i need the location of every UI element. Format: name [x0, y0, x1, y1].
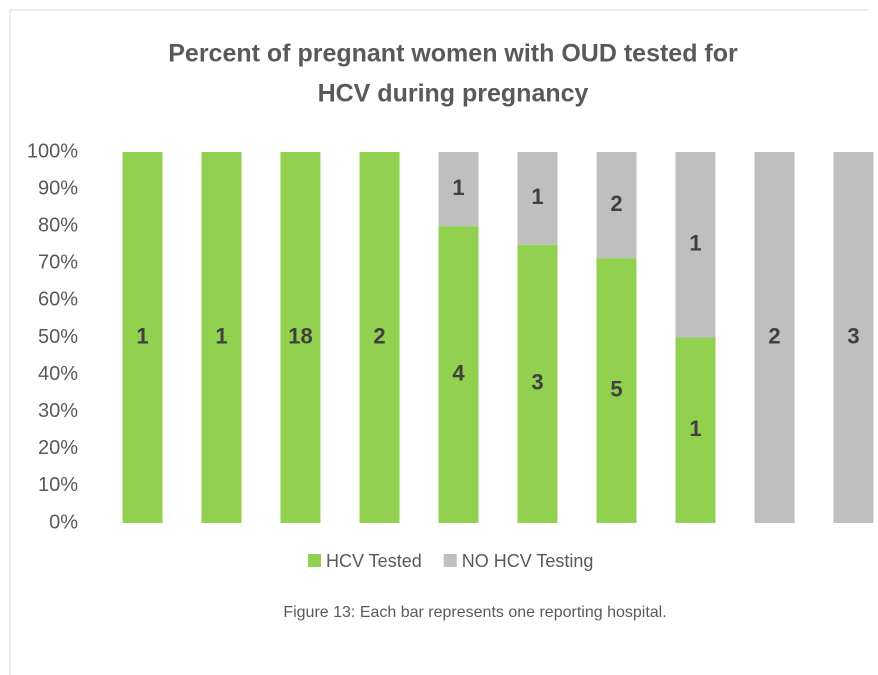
y-tick-label: 50%	[38, 326, 78, 348]
data-label: 2	[610, 191, 622, 216]
bar-segment	[359, 152, 400, 523]
y-tick-label: 90%	[38, 177, 78, 199]
chart-title: Percent of pregnant women with OUD teste…	[168, 40, 738, 68]
data-label: 18	[288, 323, 312, 348]
bar-segment	[596, 152, 637, 259]
bar-segment	[517, 152, 558, 245]
bar-segment	[675, 337, 716, 523]
bar-segment	[596, 258, 637, 523]
data-label: 1	[136, 323, 148, 348]
y-tick-label: 40%	[38, 363, 78, 385]
y-tick-label: 80%	[38, 214, 78, 236]
data-label: 1	[689, 416, 701, 441]
legend-swatch	[443, 554, 457, 567]
legend-swatch	[308, 554, 321, 567]
data-label: 1	[215, 323, 227, 348]
data-label: 3	[531, 370, 543, 395]
legend-label: HCV Tested	[326, 551, 422, 571]
frame	[9, 9, 868, 675]
bar-segment	[122, 152, 163, 523]
data-label: 2	[768, 323, 780, 348]
data-label: 2	[373, 323, 385, 348]
y-tick-label: 100%	[27, 140, 78, 162]
y-tick-label: 70%	[38, 252, 78, 274]
bar-segment	[754, 152, 795, 523]
data-label: 1	[689, 231, 701, 256]
data-label: 5	[610, 376, 622, 401]
y-tick-label: 10%	[38, 474, 78, 496]
bar-segment	[675, 152, 716, 338]
bar-segment	[201, 152, 242, 523]
bar-segment	[280, 152, 321, 523]
data-label: 1	[531, 184, 543, 209]
data-label: 1	[452, 175, 464, 200]
bar-segment	[438, 226, 479, 523]
data-label: 4	[452, 360, 465, 385]
y-tick-label: 30%	[38, 400, 78, 422]
y-tick-label: 20%	[38, 437, 78, 459]
caption: Figure 13: Each bar represents one repor…	[283, 604, 666, 621]
legend-label: NO HCV Testing	[462, 551, 594, 571]
bar-segment	[833, 152, 874, 523]
y-tick-label: 60%	[38, 289, 78, 311]
chart-title: HCV during pregnancy	[318, 80, 589, 108]
bar-segment	[438, 152, 479, 227]
data-label: 3	[847, 323, 859, 348]
bar-segment	[517, 244, 558, 523]
y-tick-label: 0%	[49, 511, 78, 533]
